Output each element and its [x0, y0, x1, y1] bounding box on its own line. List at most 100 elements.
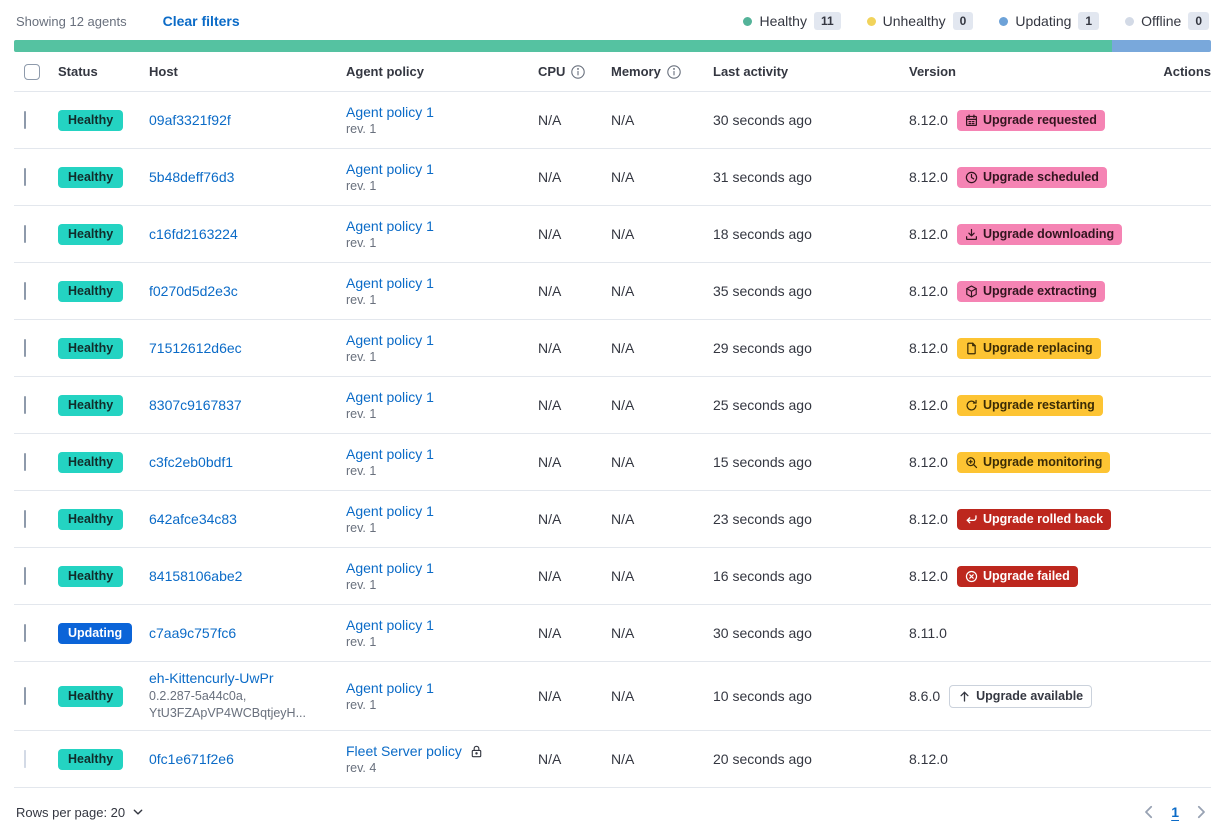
agent-policy-link[interactable]: Agent policy 1 [346, 446, 434, 462]
status-badge: Healthy [58, 109, 124, 131]
host-link[interactable]: c7aa9c757fc6 [149, 625, 237, 641]
policy-revision: rev. 1 [346, 122, 377, 136]
table-row: Healthy 84158106abe2 Agent policy 1 rev.… [14, 548, 1211, 605]
table-row: Healthy 09af3321f92f Agent policy 1 rev.… [14, 92, 1211, 149]
host-link[interactable]: c16fd2163224 [149, 226, 238, 242]
host-link[interactable]: c3fc2eb0bdf1 [149, 454, 234, 470]
chevron-left-icon[interactable] [1141, 804, 1157, 820]
row-checkbox[interactable] [24, 339, 26, 357]
row-actions-button[interactable] [1197, 515, 1205, 523]
row-checkbox[interactable] [24, 111, 26, 129]
cpu-value: N/A [538, 511, 562, 527]
host-link[interactable]: 642afce34c83 [149, 511, 237, 527]
memory-value: N/A [611, 751, 635, 767]
host-link[interactable]: 71512612d6ec [149, 340, 242, 356]
last-activity-value: 18 seconds ago [713, 226, 812, 242]
policy-revision: rev. 1 [346, 578, 377, 592]
table-row: Healthy 8307c9167837 Agent policy 1 rev.… [14, 377, 1211, 434]
host-link[interactable]: 5b48deff76d3 [149, 169, 235, 185]
column-header-memory[interactable]: Memory [611, 64, 713, 80]
info-icon[interactable] [666, 64, 682, 80]
column-header-version[interactable]: Version [909, 64, 956, 79]
clear-filters-link[interactable]: Clear filters [162, 13, 240, 29]
agent-policy-link[interactable]: Agent policy 1 [346, 503, 434, 519]
version-value: 8.12.0 [909, 568, 948, 584]
host-metadata: 0.2.287-5a44c0a, YtU3FZApVP4WCBqtjeyH... [149, 689, 306, 720]
row-actions-button[interactable] [1197, 344, 1205, 352]
agent-policy-link[interactable]: Fleet Server policy [346, 743, 462, 759]
agent-policy-link[interactable]: Agent policy 1 [346, 389, 434, 405]
status-bar-segment-healthy [14, 40, 1112, 52]
agent-policy-link[interactable]: Agent policy 1 [346, 617, 434, 633]
policy-revision: rev. 1 [346, 293, 377, 307]
row-actions-button[interactable] [1197, 173, 1205, 181]
rows-per-page-button[interactable]: Rows per page: 20 [16, 805, 145, 820]
column-header-policy[interactable]: Agent policy [346, 64, 425, 79]
row-checkbox[interactable] [24, 168, 26, 186]
column-header-status[interactable]: Status [58, 64, 98, 79]
row-checkbox[interactable] [24, 687, 26, 705]
row-actions-button[interactable] [1197, 692, 1205, 700]
agent-policy-link[interactable]: Agent policy 1 [346, 275, 434, 291]
chevron-right-icon[interactable] [1193, 804, 1209, 820]
row-checkbox[interactable] [24, 453, 26, 471]
row-actions-button[interactable] [1197, 629, 1205, 637]
host-link[interactable]: 09af3321f92f [149, 112, 231, 128]
legend-count-badge: 0 [952, 12, 974, 30]
status-dot-icon [743, 16, 753, 26]
status-bar-segment-updating [1111, 40, 1211, 52]
cpu-value: N/A [538, 112, 562, 128]
column-header-cpu[interactable]: CPU [538, 64, 611, 80]
legend-label: Unhealthy [882, 13, 946, 29]
row-actions-button[interactable] [1197, 755, 1205, 763]
row-checkbox[interactable] [24, 567, 26, 585]
row-actions-button[interactable] [1197, 458, 1205, 466]
last-activity-value: 23 seconds ago [713, 511, 812, 527]
agent-policy-link[interactable]: Agent policy 1 [346, 332, 434, 348]
agent-count-label: Showing 12 agents [16, 13, 127, 29]
row-actions-button[interactable] [1197, 287, 1205, 295]
host-link[interactable]: 0fc1e671f2e6 [149, 751, 234, 767]
version-value: 8.12.0 [909, 454, 948, 470]
cpu-value: N/A [538, 340, 562, 356]
status-dot-icon [999, 16, 1009, 26]
column-header-host[interactable]: Host [149, 64, 178, 79]
row-actions-button[interactable] [1197, 572, 1205, 580]
row-actions-button[interactable] [1197, 230, 1205, 238]
legend-label: Offline [1141, 13, 1182, 29]
row-actions-button[interactable] [1197, 401, 1205, 409]
upgrade-status-badge: Upgrade scheduled [956, 166, 1107, 188]
row-checkbox[interactable] [24, 282, 26, 300]
row-checkbox[interactable] [24, 624, 26, 642]
row-checkbox[interactable] [24, 225, 26, 243]
agent-policy-link[interactable]: Agent policy 1 [346, 560, 434, 576]
row-checkbox[interactable] [24, 510, 26, 528]
host-link[interactable]: f0270d5d2e3c [149, 283, 238, 299]
agent-policy-link[interactable]: Agent policy 1 [346, 161, 434, 177]
column-header-last-activity[interactable]: Last activity [713, 64, 789, 79]
host-link[interactable]: 8307c9167837 [149, 397, 242, 413]
page-number-1[interactable]: 1 [1171, 804, 1179, 820]
info-icon[interactable] [570, 64, 586, 80]
host-link[interactable]: eh-Kittencurly-UwPr [149, 670, 274, 687]
memory-value: N/A [611, 454, 635, 470]
agent-policy-link[interactable]: Agent policy 1 [346, 218, 434, 234]
version-value: 8.12.0 [909, 226, 948, 242]
row-actions-button[interactable] [1197, 116, 1205, 124]
select-all-checkbox[interactable] [24, 63, 40, 80]
download-icon [965, 228, 978, 241]
row-checkbox[interactable] [24, 396, 26, 414]
host-link[interactable]: 84158106abe2 [149, 568, 243, 584]
memory-value: N/A [611, 112, 635, 128]
legend-label: Healthy [759, 13, 807, 29]
cpu-value: N/A [538, 568, 562, 584]
last-activity-value: 29 seconds ago [713, 340, 812, 356]
last-activity-value: 31 seconds ago [713, 169, 812, 185]
version-value: 8.12.0 [909, 397, 948, 413]
return-arrow-icon [965, 513, 978, 526]
upgrade-status-badge: Upgrade failed [956, 565, 1078, 587]
agent-policy-link[interactable]: Agent policy 1 [346, 104, 434, 120]
agent-policy-link[interactable]: Agent policy 1 [346, 680, 434, 696]
memory-value: N/A [611, 169, 635, 185]
